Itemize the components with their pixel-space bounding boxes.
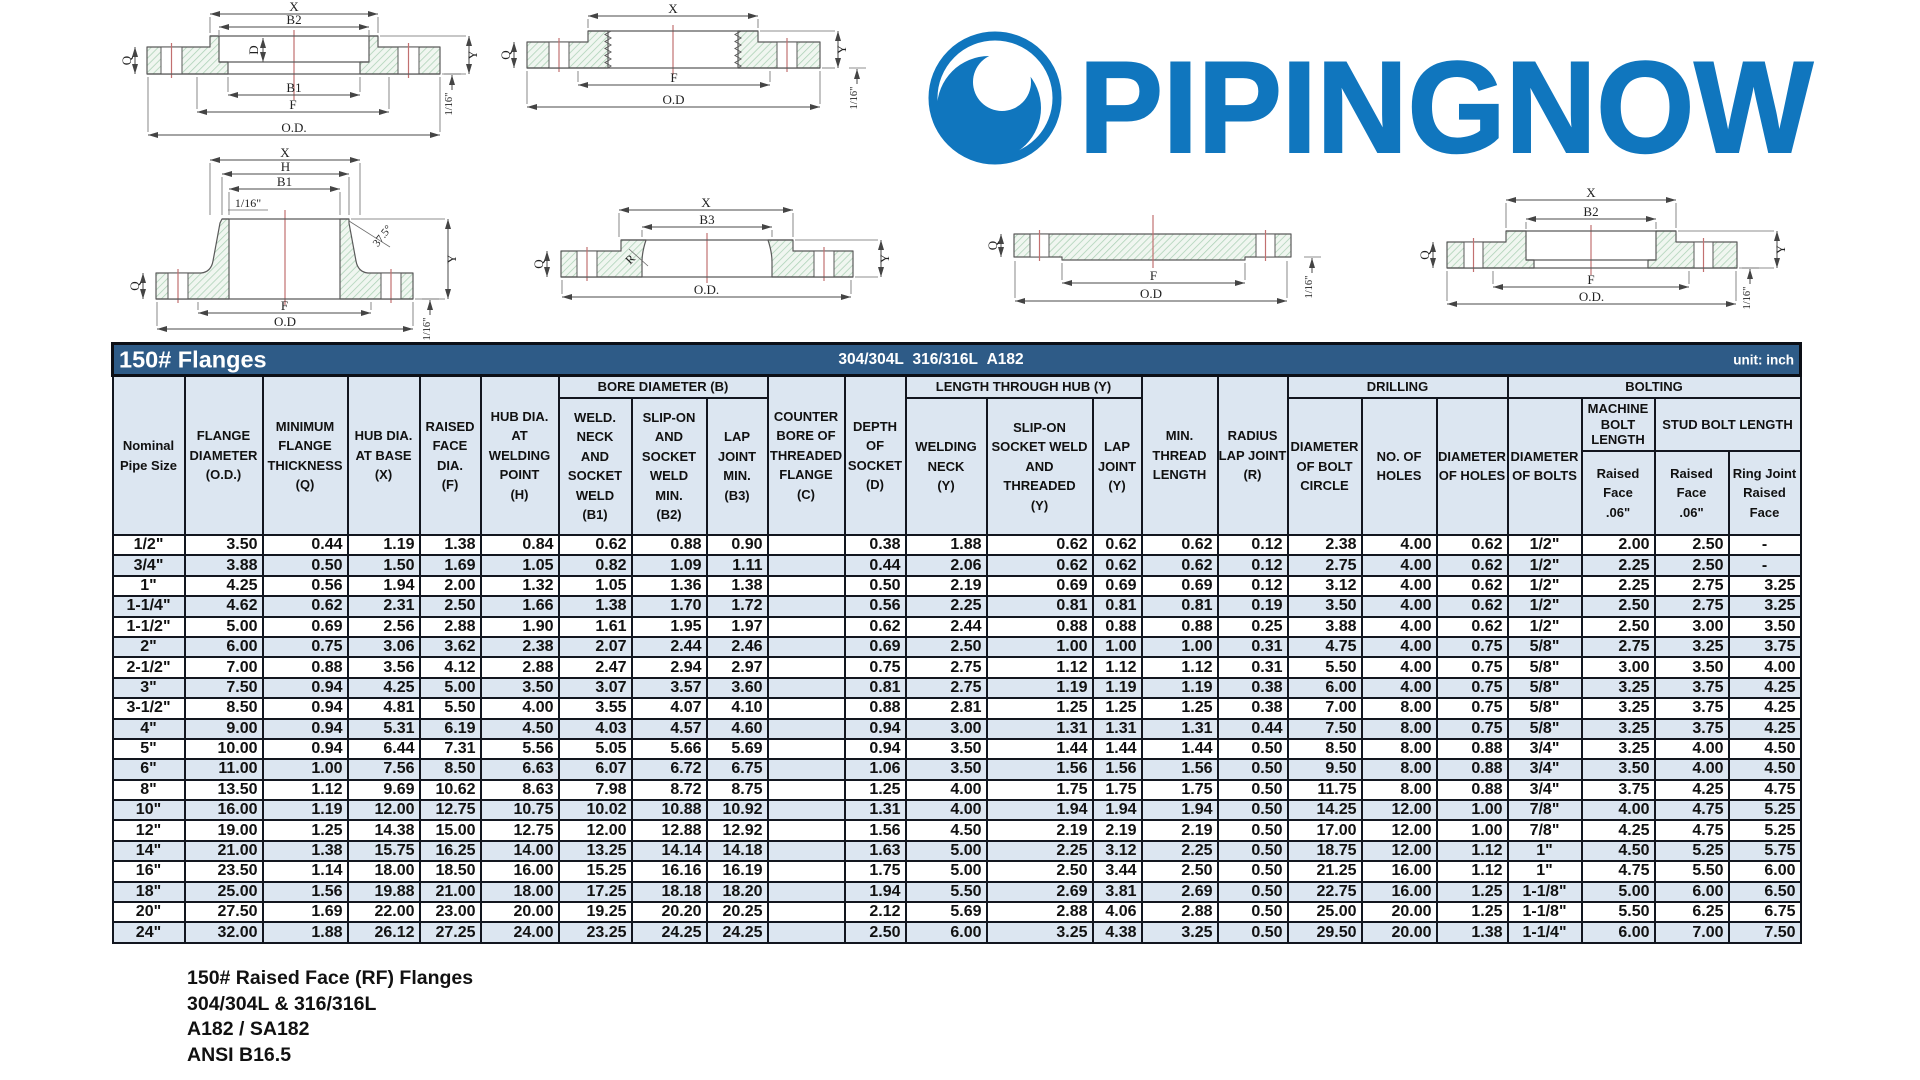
svg-text:O.D: O.D bbox=[274, 314, 296, 329]
svg-text:F: F bbox=[289, 97, 296, 112]
svg-text:O.D.: O.D. bbox=[1579, 289, 1604, 304]
svg-text:1/16": 1/16" bbox=[444, 93, 455, 116]
svg-text:D: D bbox=[246, 45, 261, 54]
svg-text:X: X bbox=[701, 195, 711, 210]
svg-text:X: X bbox=[1586, 185, 1596, 200]
svg-text:Y: Y bbox=[834, 44, 849, 54]
svg-text:PIPINGNOW: PIPINGNOW bbox=[1079, 34, 1813, 180]
svg-text:H: H bbox=[281, 159, 290, 174]
svg-text:F: F bbox=[281, 298, 288, 313]
svg-text:37.5°: 37.5° bbox=[371, 223, 395, 249]
svg-text:X: X bbox=[289, 0, 299, 14]
svg-text:1/16": 1/16" bbox=[1304, 276, 1315, 299]
svg-text:O.D.: O.D. bbox=[281, 120, 306, 135]
svg-text:X: X bbox=[668, 1, 678, 16]
svg-text:Y: Y bbox=[465, 50, 480, 60]
svg-text:O.D: O.D bbox=[1140, 286, 1162, 301]
svg-text:B1: B1 bbox=[277, 174, 292, 189]
svg-text:B1: B1 bbox=[286, 80, 301, 95]
svg-text:Y: Y bbox=[1773, 244, 1788, 254]
svg-text:O.D: O.D bbox=[662, 92, 684, 107]
svg-text:Q: Q bbox=[531, 259, 546, 269]
svg-text:Q: Q bbox=[985, 240, 1000, 250]
svg-text:Q: Q bbox=[1417, 250, 1432, 260]
svg-text:Y: Y bbox=[444, 254, 459, 264]
svg-text:Q: Q bbox=[127, 281, 142, 291]
svg-text:Q: Q bbox=[119, 55, 134, 65]
svg-text:O.D.: O.D. bbox=[694, 282, 719, 297]
svg-text:1/16": 1/16" bbox=[422, 318, 433, 341]
svg-text:F: F bbox=[1150, 268, 1157, 283]
svg-text:Y: Y bbox=[877, 253, 892, 263]
svg-text:1/16": 1/16" bbox=[235, 196, 261, 210]
svg-text:F: F bbox=[670, 70, 677, 85]
svg-text:Q: Q bbox=[498, 50, 513, 60]
svg-text:B3: B3 bbox=[699, 212, 714, 227]
svg-text:1/16": 1/16" bbox=[849, 87, 860, 110]
svg-text:X: X bbox=[280, 145, 290, 160]
svg-text:B2: B2 bbox=[1583, 204, 1598, 219]
svg-text:F: F bbox=[1587, 272, 1594, 287]
svg-text:B2: B2 bbox=[286, 12, 301, 27]
svg-text:1/16": 1/16" bbox=[1742, 287, 1753, 310]
